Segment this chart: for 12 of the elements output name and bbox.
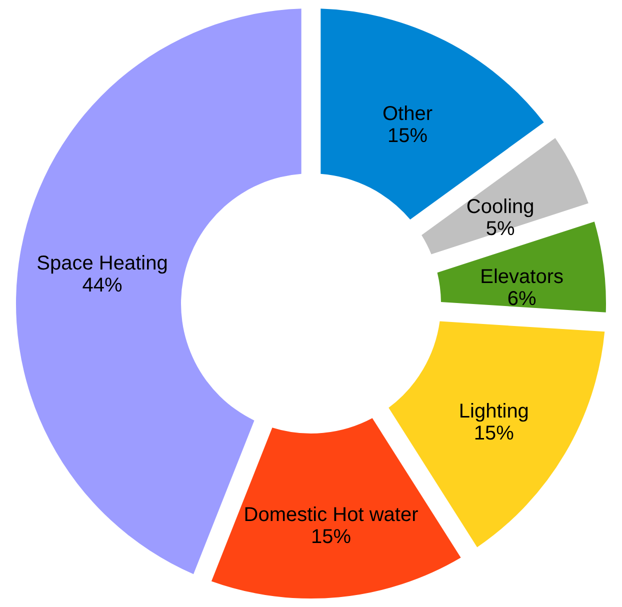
- slice-label: Other: [382, 103, 433, 126]
- slice-label: Cooling: [466, 196, 534, 218]
- data-label: 6%: [507, 288, 536, 310]
- data-label: 15%: [310, 526, 352, 548]
- data-label: 5%: [486, 218, 516, 240]
- slice-label: Elevators: [480, 266, 564, 288]
- slice-label: Lighting: [458, 400, 529, 423]
- slice-label: Space Heating: [36, 252, 168, 275]
- data-label: 15%: [474, 422, 514, 445]
- data-label: 15%: [387, 125, 428, 148]
- data-label: 44%: [82, 274, 122, 297]
- slice-label: Domestic Hot water: [244, 504, 419, 526]
